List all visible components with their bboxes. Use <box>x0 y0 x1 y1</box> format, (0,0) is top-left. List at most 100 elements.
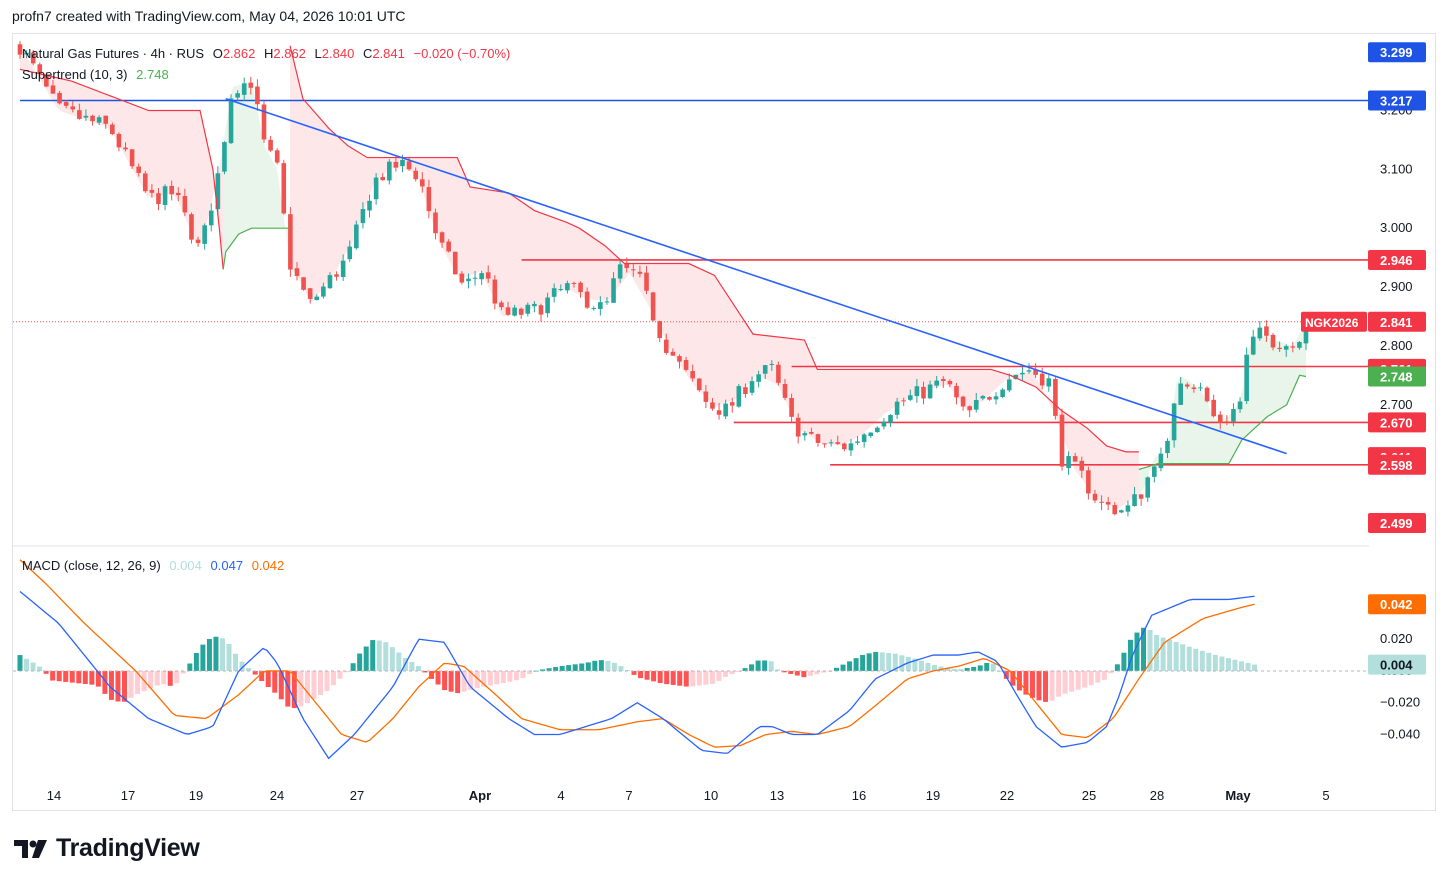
candle-body <box>914 386 920 397</box>
candle-body <box>136 166 142 173</box>
macd-axis-tick: 0.020 <box>1380 631 1413 646</box>
macd-line <box>19 590 1255 760</box>
macd-hist-bar <box>370 640 376 671</box>
candle-body <box>1277 347 1282 350</box>
candle-body <box>1006 379 1012 391</box>
time-axis-tick: 14 <box>47 788 61 803</box>
candle-body <box>776 364 781 383</box>
candle-body <box>1290 346 1296 348</box>
symbol-tag-bg <box>1301 311 1367 332</box>
candle-body <box>103 115 109 124</box>
candle-body <box>637 271 643 274</box>
price-axis-tick: 3.000 <box>1380 220 1413 235</box>
candle-body <box>1303 321 1309 344</box>
price-tags: 3.2993.2172.9462.7612.7482.6702.6112.598… <box>1301 42 1426 675</box>
macd-hist-bar <box>618 666 624 671</box>
candle-body <box>584 291 590 308</box>
candle-body <box>789 397 794 417</box>
macd-hist-bar <box>1232 659 1238 671</box>
macd-axis[interactable]: 0.0200.000−0.020−0.040 <box>1380 631 1420 741</box>
time-axis-tick: 19 <box>189 788 203 803</box>
macd-hist-bar <box>873 651 879 671</box>
macd-hist-bar <box>43 670 49 674</box>
macd-hist-bar <box>193 653 199 671</box>
candle-body <box>908 395 913 400</box>
macd-legend: MACD (close, 12, 26, 9) 0.004 0.047 0.04… <box>22 558 289 573</box>
supertrend-line-down <box>19 68 224 270</box>
macd-hist-bar <box>108 670 114 700</box>
macd-hist-bar <box>507 670 513 682</box>
candle-body <box>1145 477 1151 498</box>
candle-body <box>255 86 260 105</box>
macd-hist-bar <box>448 670 454 692</box>
macd-tag-0.004-bg <box>1368 654 1426 675</box>
macd-hist-bar <box>95 670 101 687</box>
macd-hist-bar <box>951 668 957 671</box>
macd-hist-bar <box>546 668 552 671</box>
macd-hist-bar <box>376 640 382 671</box>
candle-body <box>1237 401 1243 410</box>
supertrend-fill-up <box>223 81 291 270</box>
macd-hist-bar <box>1121 652 1127 671</box>
macd-hist-bar <box>598 660 604 671</box>
macd-hist-bar <box>396 652 402 671</box>
candle-body <box>452 251 458 275</box>
macd-hist-bar <box>50 670 56 681</box>
candle-body <box>1119 510 1124 513</box>
candle-body <box>1086 470 1091 494</box>
macd-hist-bar <box>513 670 519 681</box>
macd-hist-bar <box>291 670 297 709</box>
macd-hist-bar <box>1108 670 1114 674</box>
candle-body <box>756 374 761 382</box>
macd-hist-bar <box>1016 670 1022 691</box>
macd-hist-bar <box>442 670 448 691</box>
candle-body <box>782 384 788 398</box>
macd-hist-bar <box>337 670 343 679</box>
macd-hist-bar <box>24 658 30 671</box>
price-pane[interactable] <box>13 41 1369 517</box>
macd-hist-bar <box>1088 670 1094 686</box>
candle-body <box>505 307 511 315</box>
candle-body <box>347 246 353 260</box>
signal-line <box>19 559 1255 748</box>
macd-hist-bar <box>709 670 715 684</box>
candle-body <box>1244 354 1249 402</box>
time-axis[interactable]: 14 17 19 24 27 Apr 4 7 10 13 16 19 22 25 28 May 5 <box>47 788 1330 803</box>
candle-body <box>1046 378 1052 387</box>
tradingview-wordmark: TradingView <box>56 834 200 862</box>
time-axis-tick: Apr <box>469 788 491 803</box>
macd-hist-bar <box>749 664 755 671</box>
horizontal-levels[interactable] <box>13 99 1369 466</box>
macd-hist-bar <box>722 670 728 677</box>
trendline-line[interactable] <box>225 97 1287 455</box>
trendline[interactable] <box>225 97 1287 455</box>
macd-hist-bar <box>1206 652 1212 671</box>
time-axis-tick: 16 <box>852 788 866 803</box>
macd-hist-bar <box>540 669 546 671</box>
macd-hist-bar <box>468 670 474 690</box>
price-tag-2.499-bg <box>1368 513 1426 534</box>
macd-hist-bar <box>1180 644 1186 671</box>
candle-body <box>222 142 227 172</box>
candle-body <box>301 277 306 290</box>
tradingview-logo[interactable]: TradingView <box>14 834 200 863</box>
candle-body <box>1204 387 1210 402</box>
candle-body <box>202 225 207 244</box>
macd-hist-bar <box>592 660 598 671</box>
candle-body <box>189 214 194 240</box>
macd-hist-bar <box>115 670 121 702</box>
macd-hist-bar <box>298 670 304 707</box>
candle-body <box>327 275 333 289</box>
macd-pane[interactable] <box>13 559 1369 760</box>
macd-hist-bar <box>272 670 278 693</box>
macd-hist-bar <box>1062 670 1068 694</box>
macd-hist-bar <box>918 660 924 671</box>
candle-body <box>703 391 709 402</box>
candle-body <box>1138 494 1144 499</box>
candle-body <box>413 170 418 180</box>
candle-body <box>736 386 742 407</box>
supertrend-fills <box>20 45 1306 509</box>
supertrend-lines <box>19 45 1307 471</box>
macd-hist-bar <box>1010 670 1016 686</box>
